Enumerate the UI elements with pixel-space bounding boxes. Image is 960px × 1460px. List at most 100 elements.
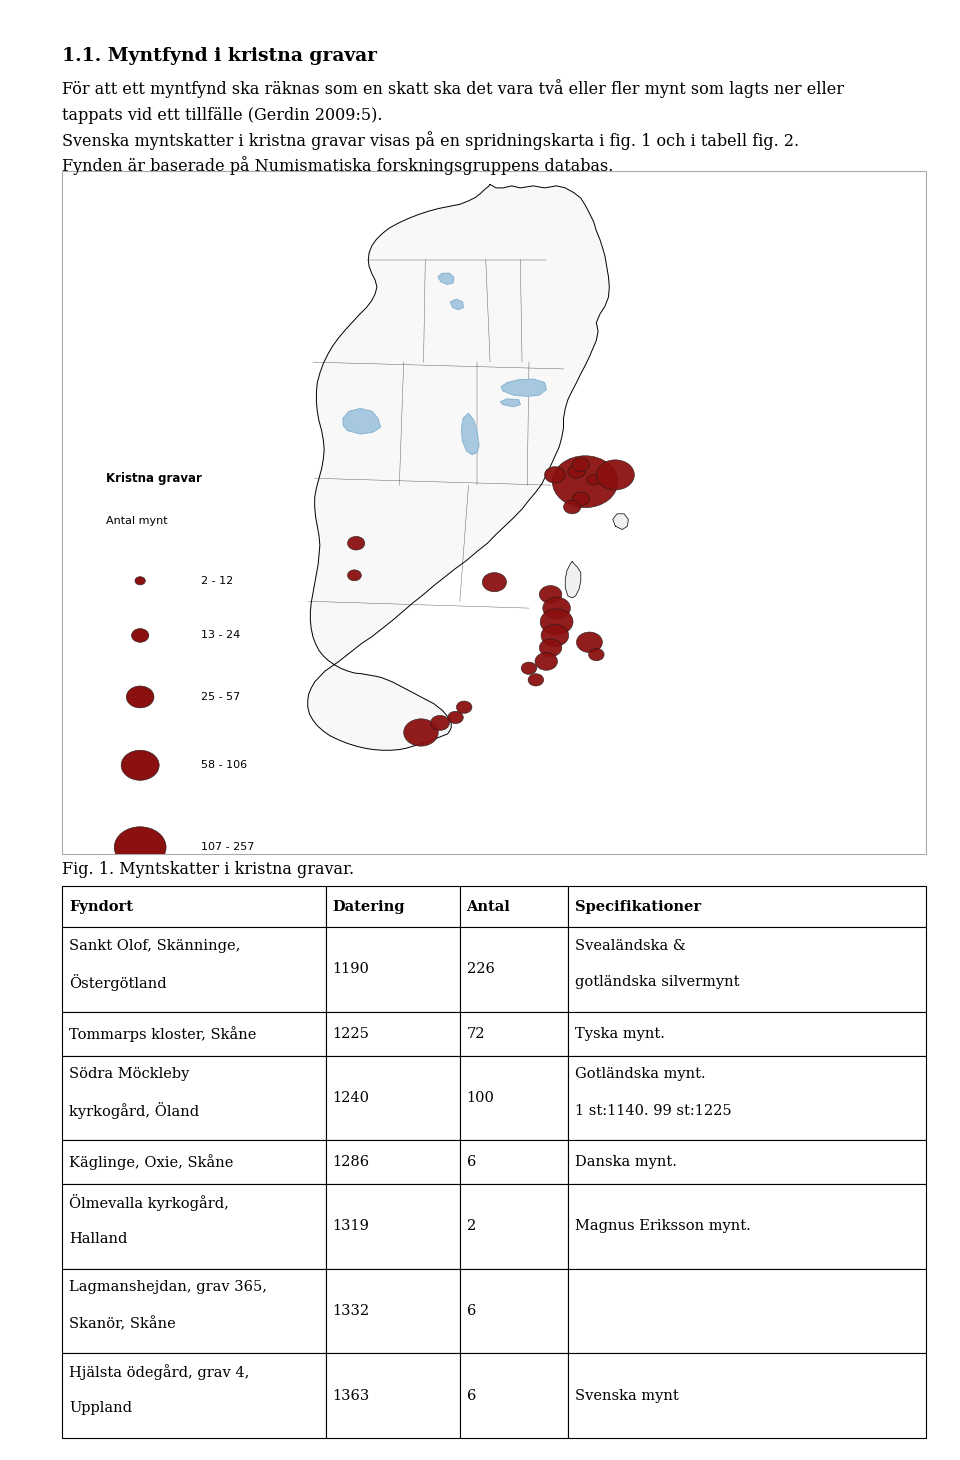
- Circle shape: [564, 501, 581, 514]
- Circle shape: [132, 629, 149, 642]
- Circle shape: [572, 458, 589, 472]
- Text: 1 st:1140. 99 st:1225: 1 st:1140. 99 st:1225: [574, 1104, 732, 1117]
- Polygon shape: [462, 413, 479, 454]
- Polygon shape: [500, 399, 520, 406]
- Text: kyrkogård, Öland: kyrkogård, Öland: [69, 1102, 200, 1120]
- Circle shape: [447, 711, 464, 724]
- Circle shape: [348, 569, 361, 581]
- Bar: [62, 1353, 325, 1438]
- Text: 1363: 1363: [332, 1388, 370, 1403]
- Text: 58 - 106: 58 - 106: [201, 761, 247, 771]
- Bar: [567, 1012, 926, 1056]
- Text: Tommarps kloster, Skåne: Tommarps kloster, Skåne: [69, 1026, 256, 1041]
- Bar: [567, 1140, 926, 1184]
- Text: Magnus Eriksson mynt.: Magnus Eriksson mynt.: [574, 1219, 751, 1234]
- Bar: [460, 886, 567, 927]
- Bar: [325, 927, 460, 1012]
- Bar: [62, 1012, 325, 1056]
- Text: Antal mynt: Antal mynt: [106, 517, 167, 526]
- Text: 226: 226: [467, 962, 494, 977]
- Bar: [325, 1140, 460, 1184]
- Polygon shape: [612, 514, 629, 530]
- Circle shape: [404, 718, 438, 746]
- Text: 1225: 1225: [332, 1026, 370, 1041]
- Text: 6: 6: [467, 1155, 476, 1169]
- Text: Uppland: Uppland: [69, 1402, 132, 1415]
- Circle shape: [127, 686, 154, 708]
- Circle shape: [572, 492, 589, 505]
- Bar: [325, 886, 460, 927]
- Text: Svenska mynt: Svenska mynt: [574, 1388, 679, 1403]
- Bar: [62, 886, 325, 927]
- Text: Halland: Halland: [69, 1232, 128, 1245]
- Text: 2 - 12: 2 - 12: [201, 575, 233, 585]
- Circle shape: [541, 625, 568, 647]
- Circle shape: [456, 701, 472, 714]
- Bar: [567, 1353, 926, 1438]
- Circle shape: [535, 653, 558, 670]
- Text: 1319: 1319: [332, 1219, 370, 1234]
- Text: Käglinge, Oxie, Skåne: Käglinge, Oxie, Skåne: [69, 1155, 233, 1169]
- Circle shape: [348, 536, 365, 550]
- Text: 100: 100: [467, 1091, 494, 1105]
- Text: Svenska myntskatter i kristna gravar visas på en spridningskarta i fig. 1 och i : Svenska myntskatter i kristna gravar vis…: [62, 131, 800, 150]
- Text: Ölmevalla kyrkogård,: Ölmevalla kyrkogård,: [69, 1194, 229, 1212]
- Text: Specifikationer: Specifikationer: [574, 899, 701, 914]
- Text: 6: 6: [467, 1304, 476, 1318]
- Polygon shape: [438, 273, 454, 285]
- Bar: [460, 927, 567, 1012]
- Circle shape: [114, 826, 166, 867]
- Text: gotländska silvermynt: gotländska silvermynt: [574, 975, 739, 988]
- Polygon shape: [344, 409, 380, 434]
- Text: Antal: Antal: [467, 899, 511, 914]
- Text: Svealändska &: Svealändska &: [574, 939, 685, 953]
- Bar: [567, 1269, 926, 1353]
- Text: 2: 2: [917, 1424, 926, 1438]
- Text: 1190: 1190: [332, 962, 370, 977]
- Text: 1240: 1240: [332, 1091, 370, 1105]
- Bar: [460, 1056, 567, 1140]
- Circle shape: [540, 609, 573, 635]
- Text: Hjälsta ödegård, grav 4,: Hjälsta ödegård, grav 4,: [69, 1364, 250, 1380]
- Text: 107 - 257: 107 - 257: [201, 842, 254, 853]
- Text: Fig. 1. Myntskatter i kristna gravar.: Fig. 1. Myntskatter i kristna gravar.: [62, 861, 354, 879]
- Bar: [567, 886, 926, 927]
- Circle shape: [596, 460, 635, 491]
- Circle shape: [135, 577, 145, 585]
- Text: Tyska mynt.: Tyska mynt.: [574, 1026, 664, 1041]
- Circle shape: [542, 597, 570, 619]
- Text: Danska mynt.: Danska mynt.: [574, 1155, 677, 1169]
- Circle shape: [430, 715, 449, 730]
- Bar: [325, 1012, 460, 1056]
- Text: Skanör, Skåne: Skanör, Skåne: [69, 1317, 176, 1332]
- Bar: [567, 1056, 926, 1140]
- Text: 6: 6: [467, 1388, 476, 1403]
- Text: 25 - 57: 25 - 57: [201, 692, 240, 702]
- Bar: [460, 1140, 567, 1184]
- Circle shape: [540, 639, 562, 657]
- Circle shape: [482, 572, 507, 591]
- Text: Gotländska mynt.: Gotländska mynt.: [574, 1067, 706, 1082]
- Text: Södra Möckleby: Södra Möckleby: [69, 1067, 189, 1082]
- Circle shape: [540, 585, 562, 603]
- Text: 1286: 1286: [332, 1155, 370, 1169]
- Circle shape: [528, 673, 543, 686]
- Bar: [62, 1140, 325, 1184]
- Bar: [325, 1056, 460, 1140]
- Bar: [62, 171, 926, 854]
- Text: Sankt Olof, Skänninge,: Sankt Olof, Skänninge,: [69, 939, 241, 953]
- Bar: [62, 1269, 325, 1353]
- Circle shape: [568, 464, 586, 479]
- Text: För att ett myntfynd ska räknas som en skatt ska det vara två eller fler mynt so: För att ett myntfynd ska räknas som en s…: [62, 79, 845, 124]
- Bar: [325, 1184, 460, 1269]
- Circle shape: [544, 467, 565, 483]
- Text: Datering: Datering: [332, 899, 405, 914]
- Text: 1332: 1332: [332, 1304, 370, 1318]
- Text: 1.1. Myntfynd i kristna gravar: 1.1. Myntfynd i kristna gravar: [62, 47, 377, 64]
- Text: Lagmanshejdan, grav 365,: Lagmanshejdan, grav 365,: [69, 1280, 267, 1295]
- Bar: [325, 1353, 460, 1438]
- Text: Fynden är baserade på Numismatiska forskningsgruppens databas.: Fynden är baserade på Numismatiska forsk…: [62, 156, 613, 175]
- Text: 72: 72: [467, 1026, 485, 1041]
- Circle shape: [552, 456, 618, 508]
- Bar: [567, 927, 926, 1012]
